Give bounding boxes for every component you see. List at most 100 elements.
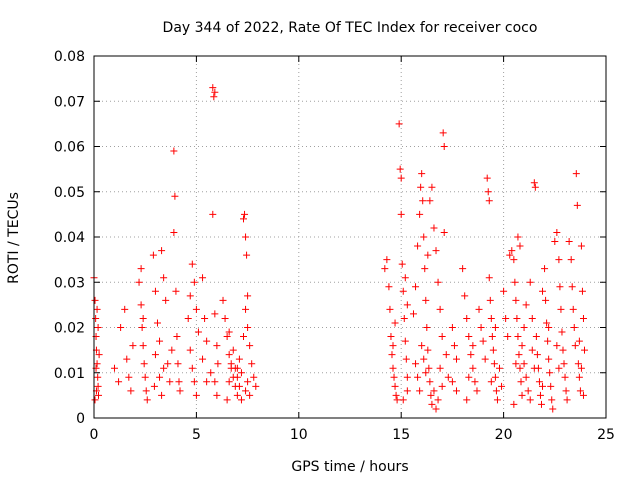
data-point [91,396,99,404]
data-point [522,301,530,309]
data-point [237,369,245,377]
data-point [94,373,102,381]
data-point [387,333,395,341]
data-point [210,93,218,101]
data-point [139,342,147,350]
data-point [571,342,579,350]
data-point [233,364,241,372]
data-point [430,224,438,232]
data-point [190,378,198,386]
data-point [94,324,102,331]
data-point [235,382,243,390]
data-point [164,360,172,368]
data-point [520,324,528,331]
data-point [481,355,489,363]
data-point [578,287,586,295]
x-tick-label: 15 [392,427,410,443]
data-point [487,314,495,322]
data-point [579,391,587,399]
data-point [383,256,391,264]
x-tick-label: 5 [192,427,201,443]
data-point [516,364,524,372]
data-point [493,396,501,404]
data-point [517,378,525,386]
data-point [426,378,434,386]
data-point [419,197,427,205]
data-point [548,396,556,404]
data-point [201,314,209,322]
y-tick-label: 0.07 [54,94,85,110]
data-point [434,396,442,404]
data-point [562,387,570,395]
data-point [188,364,196,372]
data-point [465,373,473,381]
data-point [463,396,471,404]
data-point [422,369,430,377]
data-point [557,305,565,313]
data-point [399,396,407,404]
data-point [158,247,166,255]
y-tick-label: 0.04 [54,230,85,246]
data-point [403,373,411,381]
data-point [434,278,442,286]
data-point [153,319,161,327]
data-point [547,382,555,390]
data-point [573,201,581,209]
data-point [568,283,576,291]
data-point [537,400,545,408]
data-point [539,382,547,390]
y-axis-label: ROTI / TECUs [6,192,22,284]
data-point [452,387,460,395]
data-point [396,165,404,173]
data-point [496,364,504,372]
data-point [452,355,460,363]
data-point [186,346,194,354]
data-point [545,324,553,331]
data-point [162,296,170,304]
data-point [440,143,448,150]
y-tick-label: 0 [76,411,85,427]
data-point [428,183,436,191]
data-point [508,247,516,255]
data-point [414,242,422,250]
data-point [488,333,496,341]
data-point [498,382,506,390]
data-point [438,333,446,341]
data-point [542,296,550,304]
data-point [518,391,526,399]
y-tick-label: 0.03 [54,275,85,291]
data-point [442,351,450,359]
data-point [502,314,510,322]
data-point [416,210,424,218]
data-point [479,337,487,345]
data-point [510,256,518,264]
data-point [418,170,426,178]
x-axis-label: GPS time / hours [291,459,408,475]
data-point [539,287,547,295]
data-point [248,360,256,368]
data-point [467,351,475,359]
data-point [461,292,469,300]
data-point [485,274,493,282]
data-point [486,296,494,304]
data-point [125,373,133,381]
data-point [139,314,147,322]
data-point [233,391,241,399]
grid-lines [94,56,606,418]
data-point [563,396,571,404]
data-point [518,342,526,350]
data-point [156,373,164,381]
data-point [225,328,233,336]
data-point [171,192,179,200]
data-point [385,283,393,291]
data-point [211,88,219,96]
data-point [569,305,577,313]
data-point [174,360,182,368]
data-point [211,378,219,386]
data-point [389,364,397,372]
data-point [110,364,118,372]
data-point [403,301,411,309]
data-point [475,305,483,313]
data-point [393,396,401,404]
